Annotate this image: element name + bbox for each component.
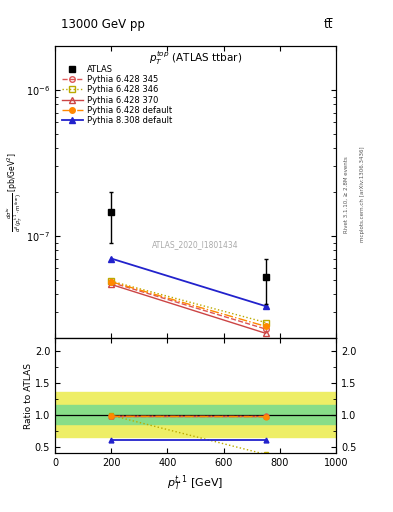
Text: $p_T^{top}$ (ATLAS ttbar): $p_T^{top}$ (ATLAS ttbar): [149, 49, 242, 67]
Text: mcplots.cern.ch [arXiv:1306.3436]: mcplots.cern.ch [arXiv:1306.3436]: [360, 147, 365, 242]
Bar: [55, 405, 336, 424]
Legend: ATLAS, Pythia 6.428 345, Pythia 6.428 346, Pythia 6.428 370, Pythia 6.428 defaul: ATLAS, Pythia 6.428 345, Pythia 6.428 34…: [62, 65, 172, 125]
Y-axis label: Ratio to ATLAS: Ratio to ATLAS: [24, 362, 33, 429]
Text: ATLAS_2020_I1801434: ATLAS_2020_I1801434: [152, 240, 239, 249]
Text: Rivet 3.1.10, ≥ 2.8M events: Rivet 3.1.10, ≥ 2.8M events: [344, 156, 349, 233]
X-axis label: $p_T^{t,1}$ [GeV]: $p_T^{t,1}$ [GeV]: [167, 474, 224, 494]
Text: 13000 GeV pp: 13000 GeV pp: [61, 18, 145, 31]
Bar: [55, 392, 336, 437]
Text: tt̅: tt̅: [324, 18, 333, 31]
Y-axis label: $\frac{d\sigma^{tu}}{d^2(p_T^{t,1}\cdot m^{tbar})}$ [pb/GeV$^2$]: $\frac{d\sigma^{tu}}{d^2(p_T^{t,1}\cdot …: [4, 152, 25, 232]
